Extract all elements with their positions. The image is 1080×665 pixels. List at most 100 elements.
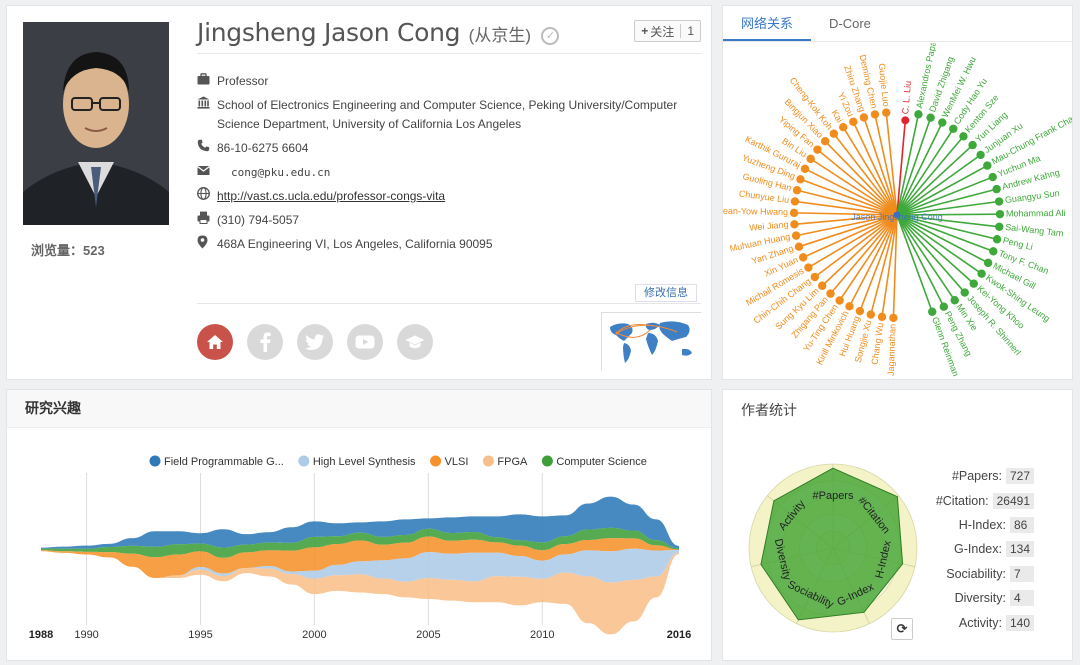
institution-icon <box>197 96 217 115</box>
verified-check-icon: ✓ <box>541 27 560 45</box>
stat-label: Diversity: <box>954 591 1006 606</box>
network-edge <box>896 120 907 216</box>
social-links <box>197 324 433 360</box>
network-center-node <box>893 211 901 219</box>
network-node <box>826 289 835 298</box>
network-node <box>818 281 827 290</box>
network-node <box>790 197 800 206</box>
stat-papers: #Papers: 727 <box>936 464 1034 488</box>
network-node <box>992 235 1002 244</box>
tab-dcore[interactable]: D-Core <box>829 16 871 31</box>
network-edge <box>881 214 898 317</box>
network-node <box>798 253 808 262</box>
email-text: cong@pku.edu.cn <box>231 166 331 179</box>
network-node <box>859 113 869 122</box>
view-count-value: 523 <box>83 243 105 258</box>
stat-h-index: H-Index: 86 <box>936 513 1034 537</box>
author-stats-title: 作者统计 <box>741 403 797 419</box>
stat-value: 86 <box>1010 516 1034 533</box>
home-icon[interactable] <box>197 324 233 360</box>
plus-icon: + <box>641 24 649 38</box>
fax-text: (310) 794-5057 <box>217 213 300 227</box>
network-node <box>938 118 947 127</box>
author-name: Jingsheng Jason Cong <box>197 18 461 47</box>
twitter-icon[interactable] <box>297 324 333 360</box>
research-interest-title: 研究兴趣 <box>7 390 711 428</box>
network-edge <box>896 214 975 285</box>
legend-swatch <box>298 455 310 467</box>
x-tick-label-start: 1988 <box>29 629 53 641</box>
network-node-label: Mohammad Ali <box>1006 208 1066 218</box>
tab-network[interactable]: 网络关系 <box>723 6 812 41</box>
legend-label: FPGA <box>497 456 528 468</box>
research-interest-panel: 研究兴趣 Field Programmable G... High Level S… <box>6 389 712 661</box>
network-edge <box>796 189 898 216</box>
network-edge <box>896 214 989 264</box>
edit-info-button[interactable]: 修改信息 <box>635 284 697 302</box>
legend-swatch <box>430 455 442 467</box>
radar-axis-label: #Papers <box>813 490 854 502</box>
follow-count: 1 <box>687 24 694 38</box>
radar-area <box>760 467 904 621</box>
network-edge <box>829 214 898 295</box>
network-edge <box>896 214 933 313</box>
network-node <box>800 164 810 173</box>
network-node <box>790 220 799 229</box>
network-node <box>849 117 858 126</box>
stat-g-index: G-Index: 134 <box>936 537 1034 561</box>
author-name-cn: (从京生) <box>468 26 531 45</box>
network-edge <box>794 200 898 216</box>
stat-activity: Activity: 140 <box>936 610 1034 634</box>
network-edge <box>892 214 898 318</box>
info-phone: 86-10-6275 6604 <box>197 139 701 158</box>
network-edge <box>896 214 994 253</box>
network-edge <box>821 214 898 287</box>
network-node <box>789 208 799 218</box>
homepage-link[interactable]: http://vast.cs.ucla.edu/professor-congs-… <box>217 189 446 203</box>
graduation-cap-icon[interactable] <box>397 324 433 360</box>
globe-icon <box>197 187 217 206</box>
network-edge <box>896 214 956 301</box>
stream-series-vlsi <box>41 536 679 579</box>
network-node <box>820 137 830 146</box>
profile-photo <box>23 22 169 225</box>
network-node <box>995 209 1005 219</box>
legend-label: Field Programmable G... <box>164 456 284 468</box>
facebook-icon[interactable] <box>247 324 283 360</box>
network-edge <box>896 114 920 216</box>
stat-label: #Papers: <box>951 469 1002 484</box>
network-node <box>792 186 802 195</box>
profile-divider <box>197 303 701 304</box>
network-edge <box>808 214 898 269</box>
network-edge <box>794 212 898 216</box>
author-stats-radar: #Papers #CitationH-IndexG-IndexSociabilit… <box>748 463 918 633</box>
network-edge <box>896 176 994 216</box>
legend-label: Computer Science <box>556 456 647 468</box>
network-node <box>988 172 997 182</box>
legend-swatch <box>541 455 553 467</box>
network-edge <box>896 188 997 216</box>
phone-text: 86-10-6275 6604 <box>217 141 309 155</box>
x-tick-label: 1995 <box>188 629 212 641</box>
research-interest-streamgraph[interactable]: Field Programmable G... High Level Synthe… <box>7 429 711 661</box>
network-node <box>995 222 1004 231</box>
stat-value: 727 <box>1005 468 1034 485</box>
refresh-icon[interactable]: ⟳ <box>891 618 913 640</box>
stat-diversity: Diversity: 4 <box>936 586 1034 610</box>
network-node-label: Guangyu Sun <box>1004 188 1060 205</box>
youtube-icon[interactable] <box>347 324 383 360</box>
network-edge <box>896 144 974 216</box>
info-address: 468A Engineering VI, Los Angeles, Califo… <box>197 235 701 255</box>
network-node <box>992 184 1001 194</box>
stat-label: G-Index: <box>954 542 1002 557</box>
network-node <box>804 263 813 272</box>
contact-info: Professor School of Electronics Engineer… <box>197 72 701 260</box>
follow-button[interactable]: + 关注 1 <box>634 20 701 42</box>
fax-icon <box>197 211 217 230</box>
world-map-thumbnail[interactable] <box>601 312 702 371</box>
stream-series-computer-science <box>41 527 679 558</box>
chart-legend: Field Programmable G... High Level Synthe… <box>149 455 647 468</box>
x-tick-label-end: 2016 <box>667 629 691 641</box>
network-edge <box>842 126 898 216</box>
